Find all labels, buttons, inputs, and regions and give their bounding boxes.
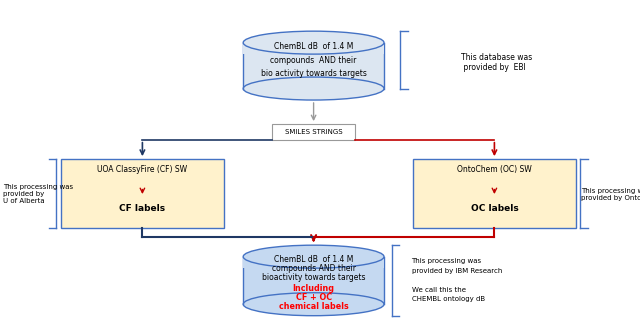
Text: OC labels: OC labels bbox=[470, 204, 518, 213]
Bar bbox=[272, 124, 355, 140]
Text: This processing was
provided by Ontochem: This processing was provided by Ontochem bbox=[581, 188, 640, 201]
Text: UOA ClassyFire (CF) SW: UOA ClassyFire (CF) SW bbox=[97, 165, 188, 174]
Text: bio activity towards targets: bio activity towards targets bbox=[260, 69, 367, 78]
Text: CF labels: CF labels bbox=[119, 204, 166, 213]
Text: OntoChem (OC) SW: OntoChem (OC) SW bbox=[457, 165, 532, 174]
Bar bbox=[243, 256, 384, 268]
Text: SMILES STRINGS: SMILES STRINGS bbox=[285, 129, 342, 135]
Bar bbox=[243, 256, 384, 304]
Text: compounds  AND their: compounds AND their bbox=[271, 55, 356, 65]
Text: compounds AND their: compounds AND their bbox=[271, 264, 356, 273]
Bar bbox=[243, 43, 384, 89]
Ellipse shape bbox=[243, 77, 384, 100]
Text: chemical labels: chemical labels bbox=[279, 302, 348, 311]
Bar bbox=[243, 43, 384, 54]
Text: ChemBL dB  of 1.4 M: ChemBL dB of 1.4 M bbox=[274, 42, 353, 51]
Text: This database was
 provided by  EBI: This database was provided by EBI bbox=[461, 52, 532, 72]
Text: Including: Including bbox=[292, 284, 335, 293]
Text: ChemBL dB  of 1.4 M: ChemBL dB of 1.4 M bbox=[274, 255, 353, 263]
Ellipse shape bbox=[243, 31, 384, 54]
Ellipse shape bbox=[243, 245, 384, 268]
Ellipse shape bbox=[243, 293, 384, 316]
Text: CF + OC: CF + OC bbox=[296, 293, 332, 302]
Bar bbox=[413, 159, 576, 228]
Text: This processing was
provided by IBM Research

We call this the
CHEMBL ontology d: This processing was provided by IBM Rese… bbox=[412, 258, 502, 302]
Text: bioactivity towards targets: bioactivity towards targets bbox=[262, 273, 365, 282]
Bar bbox=[61, 159, 224, 228]
Text: This processing was
provided by
U of Alberta: This processing was provided by U of Alb… bbox=[3, 184, 74, 204]
